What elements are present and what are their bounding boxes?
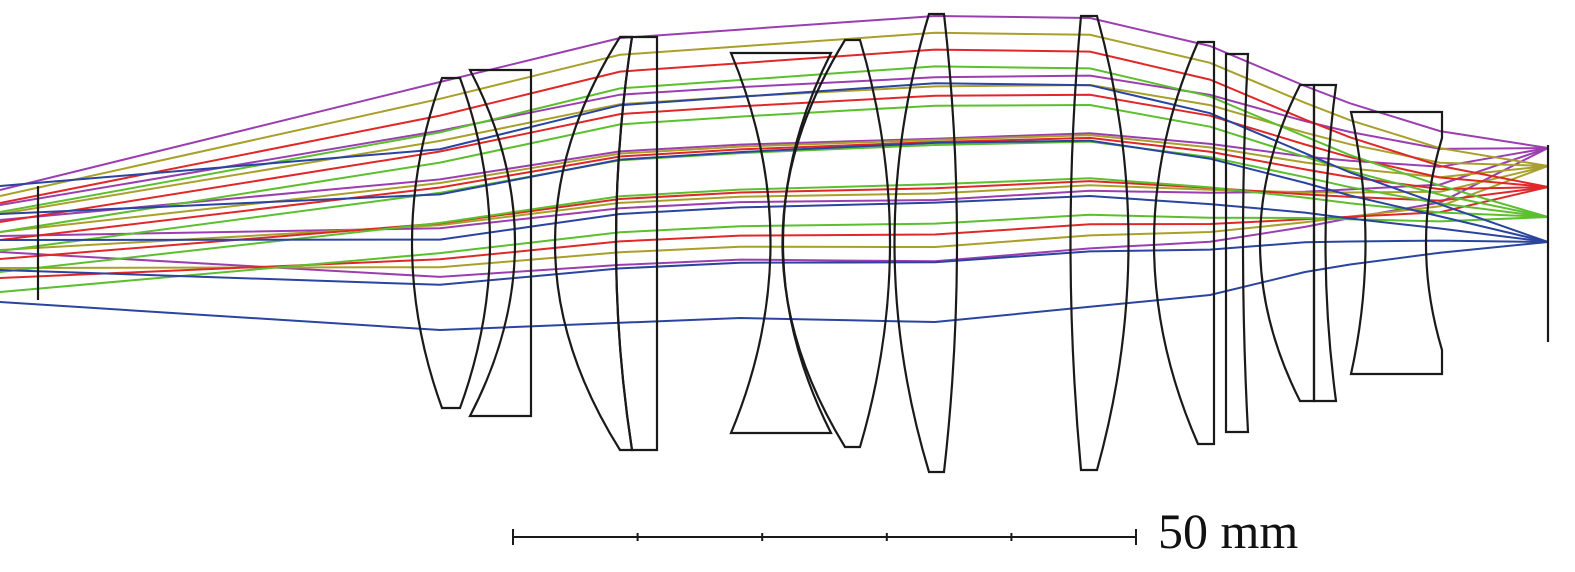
lens-element-10 [1224, 52, 1250, 434]
lens-element-12 [1312, 83, 1338, 403]
ray-1-4 [0, 165, 1549, 269]
scale-bar [512, 529, 1137, 545]
lens-element-8 [1069, 14, 1130, 472]
lens-element-7 [893, 12, 959, 474]
lens-element-9 [1152, 40, 1216, 446]
lens-element-13 [1349, 110, 1444, 376]
lens-element-11 [1259, 83, 1316, 403]
lens-element-1 [410, 76, 492, 410]
lens-element-6 [781, 38, 892, 449]
ray-3-4 [0, 213, 1549, 293]
lens-element-5 [729, 51, 833, 435]
lens-element-4 [614, 35, 659, 452]
lens-elements [36, 12, 1550, 474]
ray-4-4 [0, 241, 1549, 332]
scale-bar-label: 50 mm [1158, 503, 1299, 559]
lens-element-2 [468, 68, 533, 418]
ray-traces [0, 14, 1549, 332]
ray-0-0 [0, 14, 1549, 191]
